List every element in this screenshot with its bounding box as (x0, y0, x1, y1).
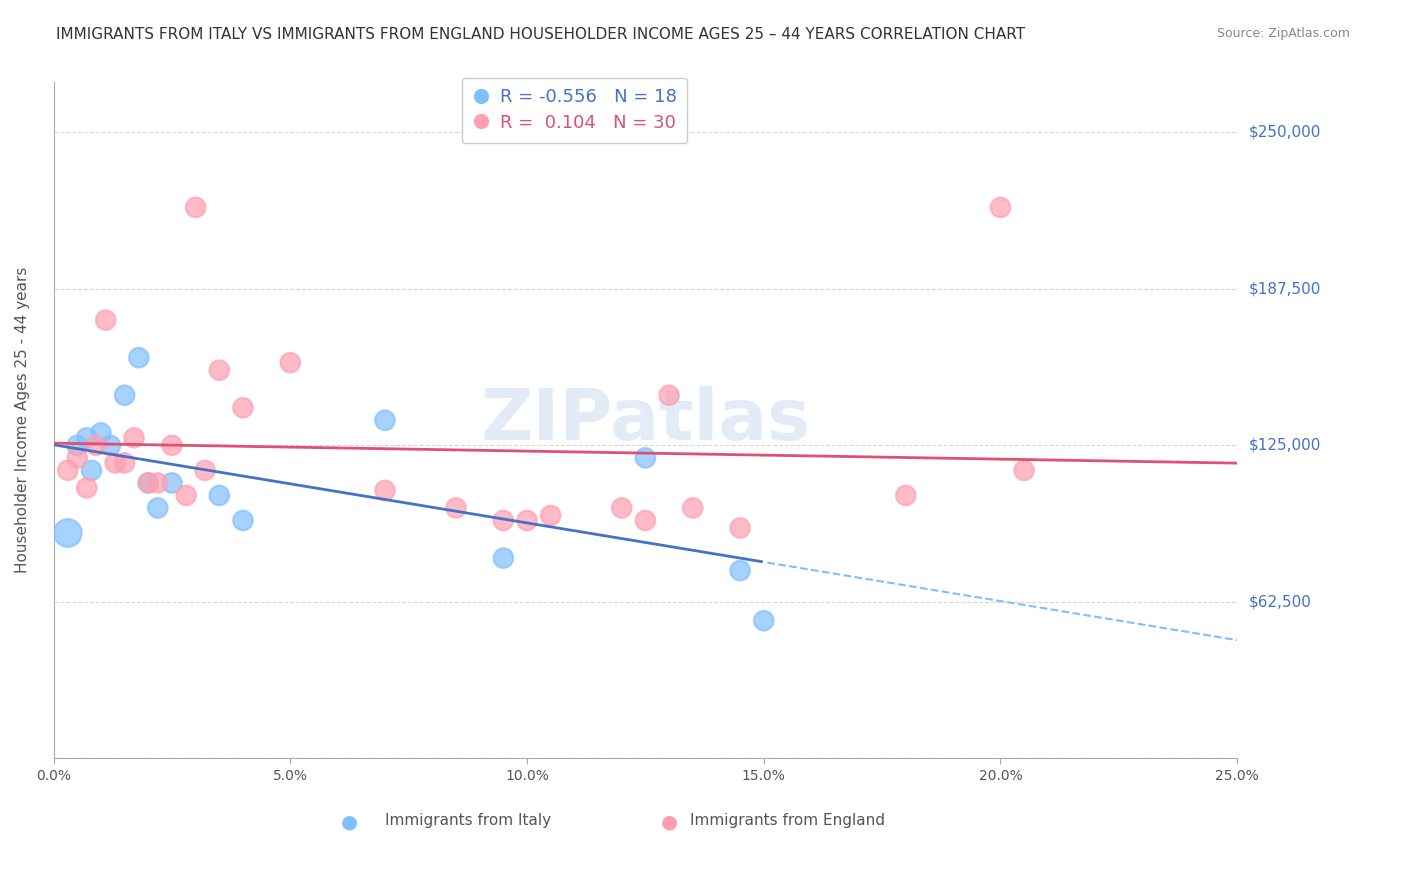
Point (114, 456, 136, 470)
Point (146, 500, 169, 515)
Point (76, 431, 98, 445)
Point (208, 363, 231, 377)
Point (278, 356, 301, 370)
Text: ZIPatlas: ZIPatlas (481, 386, 810, 455)
Point (56, 526, 79, 541)
Point (80, 463, 103, 477)
Point (90, 425, 112, 440)
Point (540, 508, 562, 523)
Text: $125,000: $125,000 (1249, 438, 1320, 453)
Point (444, 500, 467, 515)
Point (160, 438, 183, 452)
Point (682, 500, 704, 515)
Point (610, 500, 633, 515)
Point (492, 551, 515, 566)
Point (174, 488, 197, 502)
Legend: R = -0.556   N = 18, R =  0.104   N = 30: R = -0.556 N = 18, R = 0.104 N = 30 (461, 78, 688, 143)
Text: $187,500: $187,500 (1249, 281, 1320, 296)
Point (232, 514, 254, 528)
Point (76, 481, 98, 495)
Point (374, 483, 396, 498)
Point (128, 351, 150, 365)
Point (374, 413, 396, 427)
Point (84, 438, 107, 452)
Point (104, 456, 127, 470)
Point (160, 475, 183, 490)
Point (136, 475, 159, 490)
Point (1012, 463, 1035, 477)
Point (194, 463, 217, 477)
Point (94, 313, 117, 327)
Point (146, 475, 169, 490)
Point (492, 514, 515, 528)
Point (184, 201, 207, 215)
Point (136, 475, 159, 490)
Point (66, 438, 89, 452)
Text: ●: ● (342, 813, 359, 831)
Point (990, 201, 1012, 215)
Text: Immigrants from Italy: Immigrants from Italy (385, 813, 551, 828)
Point (728, 521, 751, 535)
Point (728, 564, 751, 578)
Point (232, 401, 254, 415)
Point (894, 488, 917, 502)
Point (100, 438, 122, 452)
Text: IMMIGRANTS FROM ITALY VS IMMIGRANTS FROM ENGLAND HOUSEHOLDER INCOME AGES 25 – 44: IMMIGRANTS FROM ITALY VS IMMIGRANTS FROM… (56, 27, 1025, 42)
Point (634, 450, 657, 465)
Point (56, 463, 79, 477)
Point (658, 388, 681, 402)
Point (208, 488, 231, 502)
Text: $62,500: $62,500 (1249, 594, 1312, 609)
Point (752, 614, 775, 628)
Text: $250,000: $250,000 (1249, 125, 1320, 140)
Point (634, 514, 657, 528)
Point (66, 450, 89, 465)
Point (122, 431, 145, 445)
Text: ●: ● (661, 813, 678, 831)
Y-axis label: Householder Income Ages 25 - 44 years: Householder Income Ages 25 - 44 years (15, 267, 30, 574)
Point (516, 514, 538, 528)
Point (114, 388, 136, 402)
Text: Immigrants from England: Immigrants from England (690, 813, 884, 828)
Text: Source: ZipAtlas.com: Source: ZipAtlas.com (1216, 27, 1350, 40)
